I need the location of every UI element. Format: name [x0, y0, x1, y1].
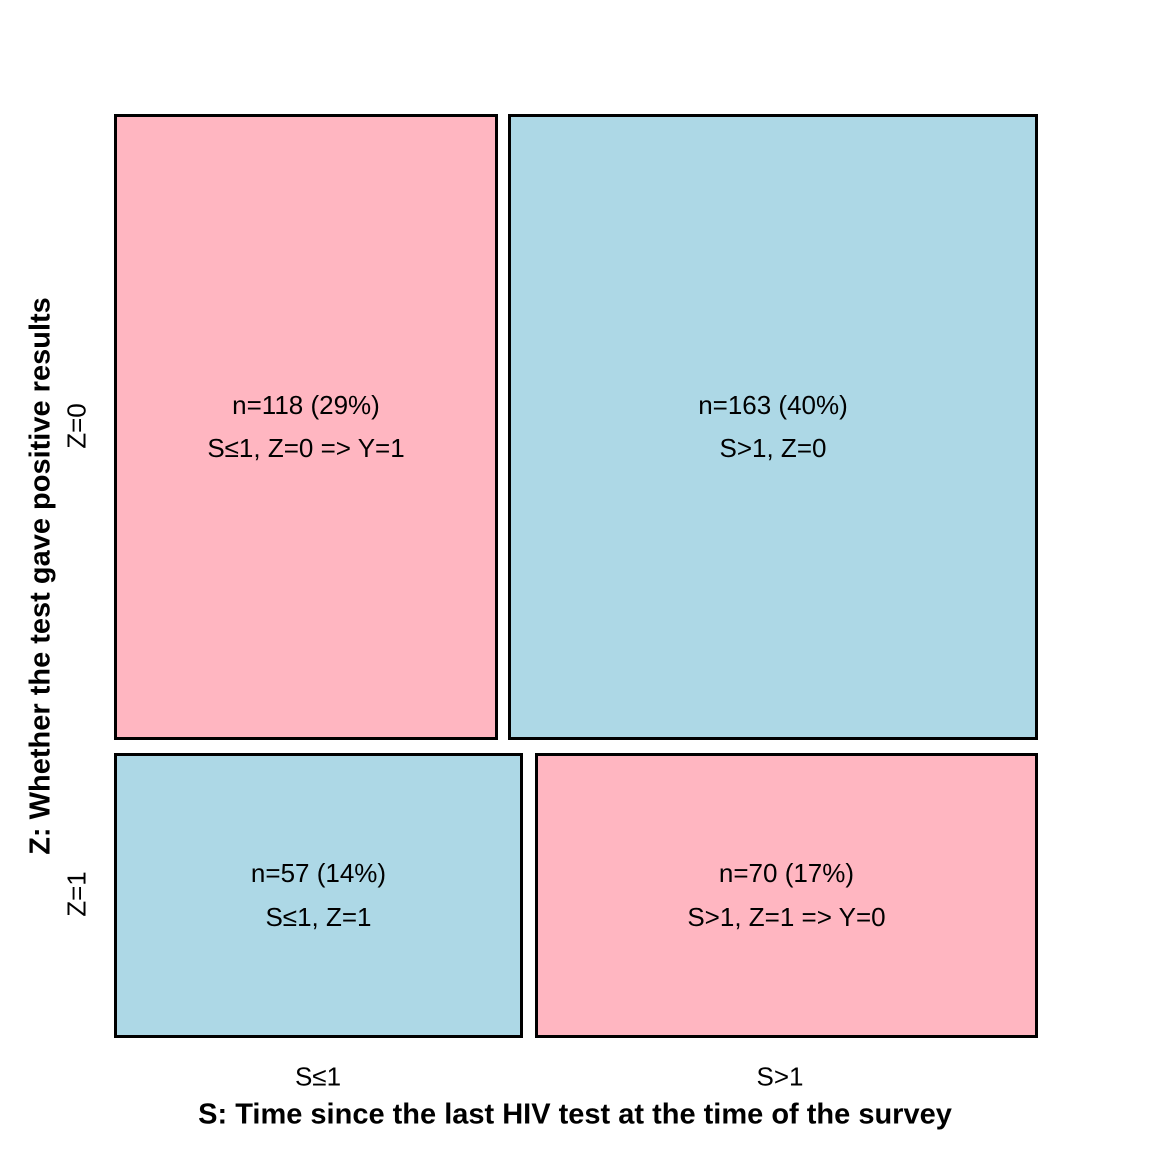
cell-condition-label: S≤1, Z=0 => Y=1	[207, 433, 405, 463]
cell-label-block: n=118 (29%) S≤1, Z=0 => Y=1	[207, 390, 404, 464]
mosaic-cell-z0-s-le-1: n=118 (29%) S≤1, Z=0 => Y=1	[114, 114, 498, 740]
cell-count-label: n=118 (29%)	[232, 389, 380, 420]
cell-condition-label: S≤1, Z=1	[265, 901, 372, 932]
cell-label-block: n=163 (40%) S>1, Z=0	[698, 390, 848, 464]
mosaic-cell-z0-s-gt-1: n=163 (40%) S>1, Z=0	[508, 114, 1038, 740]
x-tick-label-s-le-1: S≤1	[294, 1061, 342, 1092]
cell-count-label: n=57 (14%)	[250, 858, 387, 889]
y-tick-label-z1: Z=1	[61, 871, 92, 917]
cell-label-block: n=57 (14%) S≤1, Z=1	[251, 858, 386, 932]
cell-condition-label: S>1, Z=1 => Y=0	[687, 901, 886, 932]
x-tick-label-s-gt-1: S>1	[756, 1061, 804, 1092]
y-axis-title: Z: Whether the test gave positive result…	[24, 297, 57, 855]
y-tick-label-z0: Z=0	[61, 403, 92, 449]
cell-label-block: n=70 (17%) S>1, Z=1 => Y=0	[687, 858, 885, 932]
mosaic-cell-z1-s-gt-1: n=70 (17%) S>1, Z=1 => Y=0	[535, 753, 1038, 1038]
cell-count-label: n=70 (17%)	[718, 858, 855, 889]
cell-count-label: n=163 (40%)	[698, 389, 848, 420]
mosaic-cell-z1-s-le-1: n=57 (14%) S≤1, Z=1	[114, 753, 523, 1038]
x-axis-title: S: Time since the last HIV test at the t…	[198, 1098, 952, 1131]
cell-condition-label: S>1, Z=0	[719, 433, 827, 463]
